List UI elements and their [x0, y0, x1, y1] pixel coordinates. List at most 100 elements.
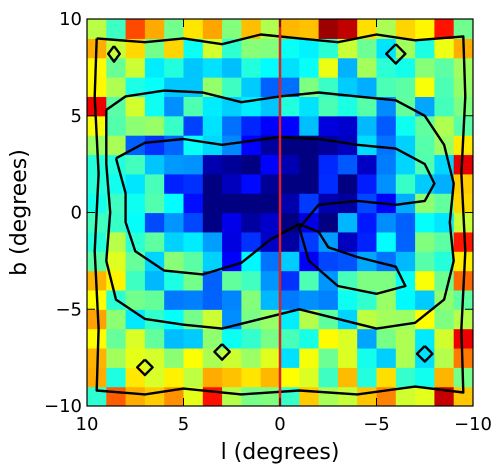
heatmap-cell [395, 77, 416, 97]
heatmap-cell [280, 77, 300, 97]
heatmap-cell [415, 289, 435, 310]
heatmap-cell [164, 77, 185, 97]
heatmap-cell [164, 154, 185, 175]
heatmap-cell [299, 270, 320, 291]
heatmap-cell [376, 251, 397, 272]
heatmap-cell [299, 347, 320, 368]
heatmap-cell [337, 328, 358, 349]
heatmap-cell [357, 115, 378, 136]
y-tick-label: 10 [59, 9, 82, 30]
heatmap-cell [241, 251, 262, 272]
heatmap-cell [144, 231, 165, 252]
heatmap-cell [106, 212, 127, 233]
heatmap-cell [106, 19, 127, 39]
heatmap-cell [183, 386, 204, 406]
heatmap-cell [125, 193, 146, 214]
heatmap-cell [260, 367, 281, 388]
y-tick-label: −10 [44, 396, 82, 417]
heatmap-cell [260, 270, 281, 291]
heatmap-cell [202, 96, 223, 117]
heatmap-cell [280, 96, 300, 117]
heatmap-cell [222, 367, 242, 388]
heatmap-cell [241, 115, 262, 136]
heatmap-cell [337, 38, 358, 59]
heatmap-cell [164, 251, 185, 272]
heatmap-cell [106, 154, 127, 175]
heatmap-cell [280, 154, 300, 175]
heatmap-cell [164, 212, 185, 233]
heatmap-cell [280, 231, 300, 252]
heatmap-cell [357, 154, 378, 175]
heatmap-cell [183, 57, 204, 78]
heatmap-cell [202, 309, 223, 330]
heatmap-cell [415, 193, 435, 214]
heatmap-cell [337, 135, 358, 156]
heatmap-cell [299, 19, 320, 39]
heatmap-cell [144, 347, 165, 368]
heatmap-cell [434, 96, 455, 117]
heatmap-cell [164, 57, 185, 78]
heatmap-cell [434, 19, 455, 39]
heatmap-cell [241, 57, 262, 78]
heatmap-cell [357, 38, 378, 59]
heatmap-cell [318, 38, 339, 59]
heatmap-cell [376, 96, 397, 117]
heatmap-cell [453, 19, 473, 39]
heatmap-cell [164, 328, 185, 349]
heatmap-cell [318, 231, 339, 252]
heatmap-cell [241, 135, 262, 156]
heatmap-cell [183, 19, 204, 39]
heatmap-cell [395, 57, 416, 78]
heatmap-cell [395, 38, 416, 59]
heatmap-cell [337, 212, 358, 233]
heatmap-cell [318, 367, 339, 388]
heatmap-cell [125, 38, 146, 59]
heatmap-cell [260, 386, 281, 406]
heatmap-cell [183, 270, 204, 291]
heatmap-cell [125, 173, 146, 194]
heatmap-cell [202, 19, 223, 39]
heatmap-cell [395, 328, 416, 349]
heatmap-cell [280, 367, 300, 388]
heatmap-cell [280, 289, 300, 310]
contour-lines [93, 33, 467, 396]
heatmap-cell [241, 154, 262, 175]
heatmap-cell [106, 251, 127, 272]
heatmap-cell [183, 231, 204, 252]
heatmap-cell [376, 309, 397, 330]
heatmap-cell [395, 231, 416, 252]
heatmap-cell [337, 154, 358, 175]
heatmap-cell [87, 77, 107, 97]
heatmap-cell [280, 19, 300, 39]
x-tick-label: −10 [454, 414, 492, 435]
heatmap-cell [144, 367, 165, 388]
heatmap-cell [299, 173, 320, 194]
heatmap-cell [434, 77, 455, 97]
heatmap-cell [106, 77, 127, 97]
heatmap-cell [164, 96, 185, 117]
heatmap-cell [144, 193, 165, 214]
heatmap-cell [183, 328, 204, 349]
heatmap-cell [125, 251, 146, 272]
heatmap-cell [106, 193, 127, 214]
heatmap-cell [434, 347, 455, 368]
heatmap-cell [280, 115, 300, 136]
contour-line [135, 358, 154, 377]
heatmap-cell [164, 289, 185, 310]
contour-line [105, 89, 455, 330]
heatmap-cell [106, 328, 127, 349]
heatmap-cell [299, 135, 320, 156]
heatmap-cell [222, 386, 242, 406]
heatmap-cell [434, 115, 455, 136]
heatmap-cell [164, 38, 185, 59]
heatmap-cell [357, 347, 378, 368]
heatmap-cell [183, 289, 204, 310]
heatmap-cell [357, 251, 378, 272]
heatmap-cell [453, 309, 473, 330]
heatmap-cell [395, 19, 416, 39]
heatmap-cell [144, 251, 165, 272]
heatmap-cell [202, 289, 223, 310]
heatmap-cell [280, 135, 300, 156]
heatmap-cell [260, 212, 281, 233]
